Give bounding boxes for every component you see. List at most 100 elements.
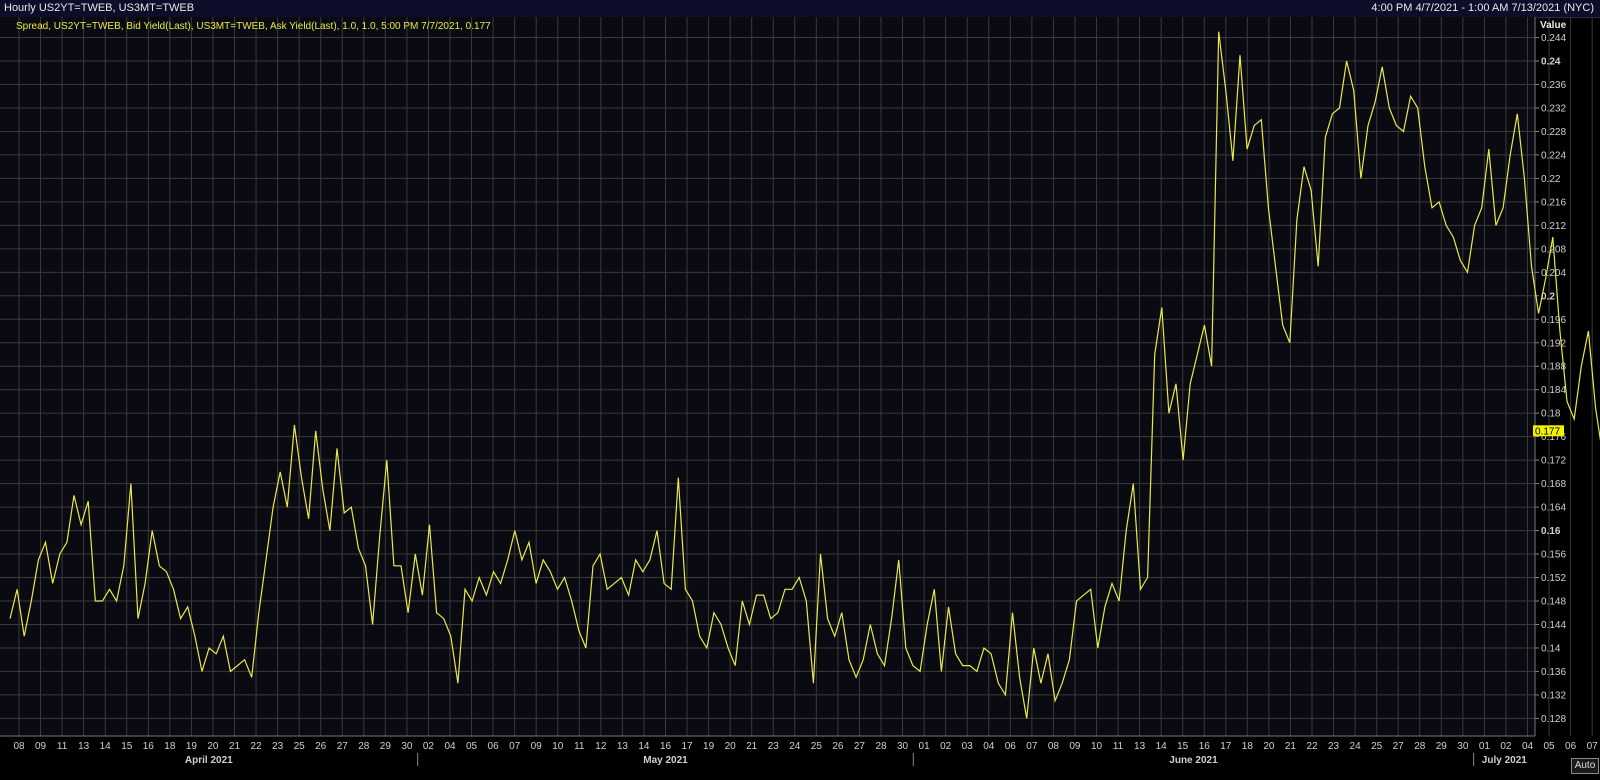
y-tick-label: 0.216 [1541,197,1566,208]
x-tick-label: 10 [1091,741,1103,752]
x-tick-label: 01 [1479,741,1491,752]
x-tick-label: 23 [272,741,284,752]
x-tick-label: 16 [143,741,155,752]
x-tick-label: 17 [681,741,693,752]
y-tick-label: 0.132 [1541,690,1566,701]
time-range: 4:00 PM 4/7/2021 - 1:00 AM 7/13/2021 (NY… [1371,2,1594,14]
x-tick-label: 07 [1026,741,1038,752]
y-tick-label: 0.148 [1541,597,1566,608]
x-tick-label: 28 [358,741,370,752]
y-tick-label: 0.144 [1541,620,1566,631]
y-tick-label: 0.244 [1541,33,1566,44]
x-tick-label: 10 [552,741,564,752]
x-tick-label: 01 [919,741,931,752]
x-tick-label: 02 [940,741,952,752]
x-tick-label: 09 [1069,741,1081,752]
x-tick-label: 28 [1414,741,1426,752]
x-tick-label: 18 [1242,741,1254,752]
x-tick-label: 13 [78,741,90,752]
month-label: June 2021 [1169,755,1218,766]
x-tick-label: 21 [746,741,758,752]
series-line-spread [9,31,1600,719]
grid [0,17,1593,736]
x-tick-label: 15 [1177,741,1189,752]
y-tick-label: 0.136 [1541,667,1566,678]
x-tick-label: 22 [250,741,262,752]
y-tick-label: 0.22 [1541,174,1561,185]
month-label: May 2021 [643,755,688,766]
y-tick-label: 0.156 [1541,550,1566,561]
x-tick-label: 19 [703,741,715,752]
chart-canvas[interactable]: Value 0.128 0.132 0.136 0.14 0.144 0.148 0.152… [0,17,1600,780]
x-tick-label: 04 [1522,741,1534,752]
x-tick-label: 05 [1543,741,1555,752]
x-tick-label: 05 [466,741,478,752]
y-tick-label: 0.2 [1541,291,1555,302]
y-tick-label: 0.184 [1541,385,1566,396]
x-tick-label: 27 [854,741,866,752]
x-tick-label: 17 [1220,741,1232,752]
last-value-label: 0.177 [1535,426,1560,437]
x-tick-label: 20 [207,741,219,752]
x-tick-label: 21 [229,741,241,752]
y-tick-label: 0.152 [1541,573,1566,584]
x-tick-label: 25 [1371,741,1383,752]
y-tick-label: 0.212 [1541,221,1566,232]
x-tick-label: 11 [574,741,585,752]
x-tick-label: 25 [294,741,306,752]
x-tick-label: 08 [1048,741,1060,752]
x-tick-label: 26 [315,741,327,752]
x-tick-label: 29 [380,741,392,752]
x-tick-label: 09 [35,741,47,752]
last-value-badge: 0.177 [1533,425,1564,437]
x-tick-label: 20 [725,741,737,752]
x-tick-label: 06 [488,741,500,752]
title-bar: Hourly US2YT=TWEB, US3MT=TWEB 4:00 PM 4/… [0,0,1600,18]
x-tick-label: 14 [638,741,650,752]
y-tick-label: 0.236 [1541,80,1566,91]
y-tick-label: 0.14 [1541,643,1561,654]
x-tick-label: 02 [1500,741,1512,752]
y-tick-label: 0.24 [1541,57,1561,68]
plot-background [0,17,1535,736]
x-tick-label: 30 [1457,741,1469,752]
x-axis: 08 09 11 13 14 15 16 18 19 20 21 22 23 25 26 27 28 29 30 02… [0,735,1598,766]
auto-scale-button[interactable]: Auto [1571,758,1599,774]
y-tick-label: 0.192 [1541,338,1566,349]
x-tick-label: 29 [1436,741,1448,752]
x-tick-label: 30 [897,741,909,752]
x-tick-label: 22 [1306,741,1318,752]
x-tick-label: 23 [768,741,780,752]
y-tick-label: 0.204 [1541,268,1566,279]
y-tick-label: 0.16 [1541,526,1561,537]
x-tick-label: 25 [811,741,823,752]
x-tick-label: 16 [660,741,672,752]
y-tick-label: 0.228 [1541,127,1566,138]
y-tick-label: 0.164 [1541,503,1566,514]
x-tick-label: 14 [1156,741,1168,752]
month-label: April 2021 [185,755,233,766]
x-tick-label: 08 [13,741,25,752]
x-tick-label: 30 [401,741,413,752]
x-tick-label: 02 [423,741,435,752]
x-tick-label: 06 [1565,741,1577,752]
y-axis-title: Value [1540,20,1567,31]
y-tick-label: 0.188 [1541,362,1566,373]
x-tick-label: 11 [1113,741,1124,752]
x-tick-label: 27 [1393,741,1405,752]
x-tick-label: 28 [875,741,887,752]
month-label: July 2021 [1482,755,1527,766]
window-title: Hourly US2YT=TWEB, US3MT=TWEB [4,2,195,14]
y-tick-label: 0.196 [1541,315,1566,326]
x-tick-label: 11 [57,741,68,752]
x-tick-label: 13 [1134,741,1146,752]
x-tick-label: 07 [509,741,521,752]
x-tick-label: 24 [789,741,801,752]
y-tick-label: 0.224 [1541,150,1566,161]
x-tick-label: 04 [444,741,456,752]
y-tick-label: 0.232 [1541,103,1566,114]
x-tick-label: 13 [617,741,629,752]
y-tick-label: 0.176 [1541,432,1566,443]
y-tick-label: 0.172 [1541,456,1566,467]
y-tick-label: 0.168 [1541,479,1566,490]
